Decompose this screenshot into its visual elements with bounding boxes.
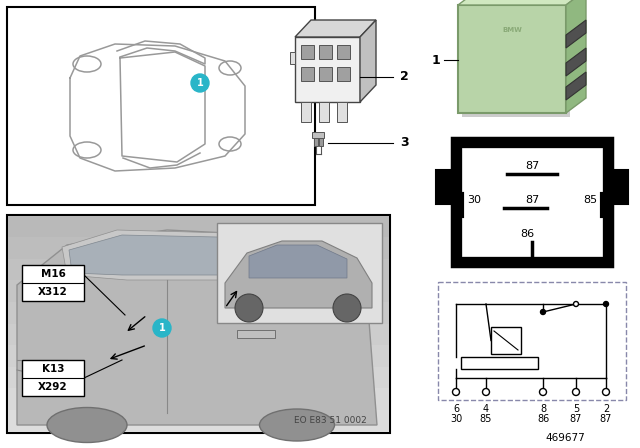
Text: 85: 85	[583, 195, 597, 205]
Bar	[8, 367, 389, 389]
Bar	[8, 410, 389, 432]
Bar	[462, 148, 602, 256]
Bar	[319, 67, 332, 81]
Bar	[314, 138, 318, 146]
Bar	[237, 330, 275, 338]
Text: 4: 4	[483, 404, 489, 414]
Circle shape	[573, 388, 579, 396]
Polygon shape	[225, 241, 372, 308]
Text: 5: 5	[573, 404, 579, 414]
Text: 86: 86	[537, 414, 549, 424]
Text: X292: X292	[38, 382, 68, 392]
Text: 2: 2	[400, 70, 409, 83]
Bar	[8, 302, 389, 324]
Bar	[337, 67, 350, 81]
Text: 86: 86	[520, 229, 534, 239]
Polygon shape	[69, 235, 285, 275]
Bar	[438, 282, 626, 400]
Bar	[312, 132, 324, 138]
Bar	[436, 170, 452, 204]
Text: 8: 8	[540, 404, 546, 414]
Text: 87: 87	[570, 414, 582, 424]
Text: 30: 30	[450, 414, 462, 424]
Text: 85: 85	[480, 414, 492, 424]
Circle shape	[541, 310, 545, 314]
Bar	[337, 45, 350, 59]
Bar	[319, 138, 323, 146]
Polygon shape	[458, 0, 586, 5]
Text: 30: 30	[467, 195, 481, 205]
Circle shape	[483, 388, 490, 396]
Bar	[8, 237, 389, 259]
Text: 1: 1	[431, 53, 440, 66]
Text: 87: 87	[600, 414, 612, 424]
Polygon shape	[566, 20, 586, 48]
Bar	[301, 45, 314, 59]
Bar	[491, 327, 521, 354]
Bar	[8, 345, 389, 367]
Bar	[458, 5, 566, 113]
Bar	[7, 215, 390, 433]
Text: 87: 87	[525, 161, 539, 171]
Text: M16: M16	[40, 269, 65, 279]
Bar	[22, 360, 84, 396]
Circle shape	[333, 294, 361, 322]
Bar	[8, 324, 389, 346]
Polygon shape	[17, 230, 377, 425]
Text: 469677: 469677	[545, 433, 585, 443]
Bar	[8, 280, 389, 302]
Circle shape	[604, 302, 609, 306]
Polygon shape	[249, 245, 347, 278]
Bar	[452, 138, 612, 266]
Polygon shape	[566, 48, 586, 76]
Text: 3: 3	[400, 137, 408, 150]
Bar	[22, 265, 84, 301]
Bar	[319, 102, 329, 122]
Circle shape	[602, 388, 609, 396]
Bar	[8, 388, 389, 410]
Polygon shape	[566, 0, 586, 113]
Circle shape	[573, 302, 579, 306]
Circle shape	[153, 319, 171, 337]
Bar	[301, 67, 314, 81]
Text: K13: K13	[42, 364, 64, 374]
Text: BMW: BMW	[502, 27, 522, 33]
Bar	[461, 357, 538, 369]
Bar	[8, 259, 389, 281]
Bar	[301, 102, 311, 122]
Bar	[217, 223, 382, 323]
Text: 1: 1	[196, 78, 204, 88]
Text: 1: 1	[159, 323, 165, 333]
Circle shape	[452, 388, 460, 396]
Bar	[462, 9, 570, 117]
Polygon shape	[360, 20, 376, 102]
Text: 2: 2	[603, 404, 609, 414]
Bar	[612, 170, 628, 204]
Polygon shape	[295, 20, 376, 37]
Bar	[290, 52, 295, 64]
Text: 6: 6	[453, 404, 459, 414]
Bar	[337, 102, 347, 122]
Bar	[8, 216, 389, 238]
Ellipse shape	[47, 408, 127, 443]
Circle shape	[540, 388, 547, 396]
Text: 87: 87	[525, 195, 539, 205]
Bar	[319, 45, 332, 59]
Circle shape	[191, 74, 209, 92]
Text: X312: X312	[38, 287, 68, 297]
Ellipse shape	[259, 409, 335, 441]
Bar	[295, 37, 360, 102]
Polygon shape	[566, 72, 586, 100]
Polygon shape	[62, 230, 317, 280]
Bar	[7, 7, 315, 205]
Text: EO E83 51 0002: EO E83 51 0002	[294, 416, 366, 425]
Circle shape	[235, 294, 263, 322]
